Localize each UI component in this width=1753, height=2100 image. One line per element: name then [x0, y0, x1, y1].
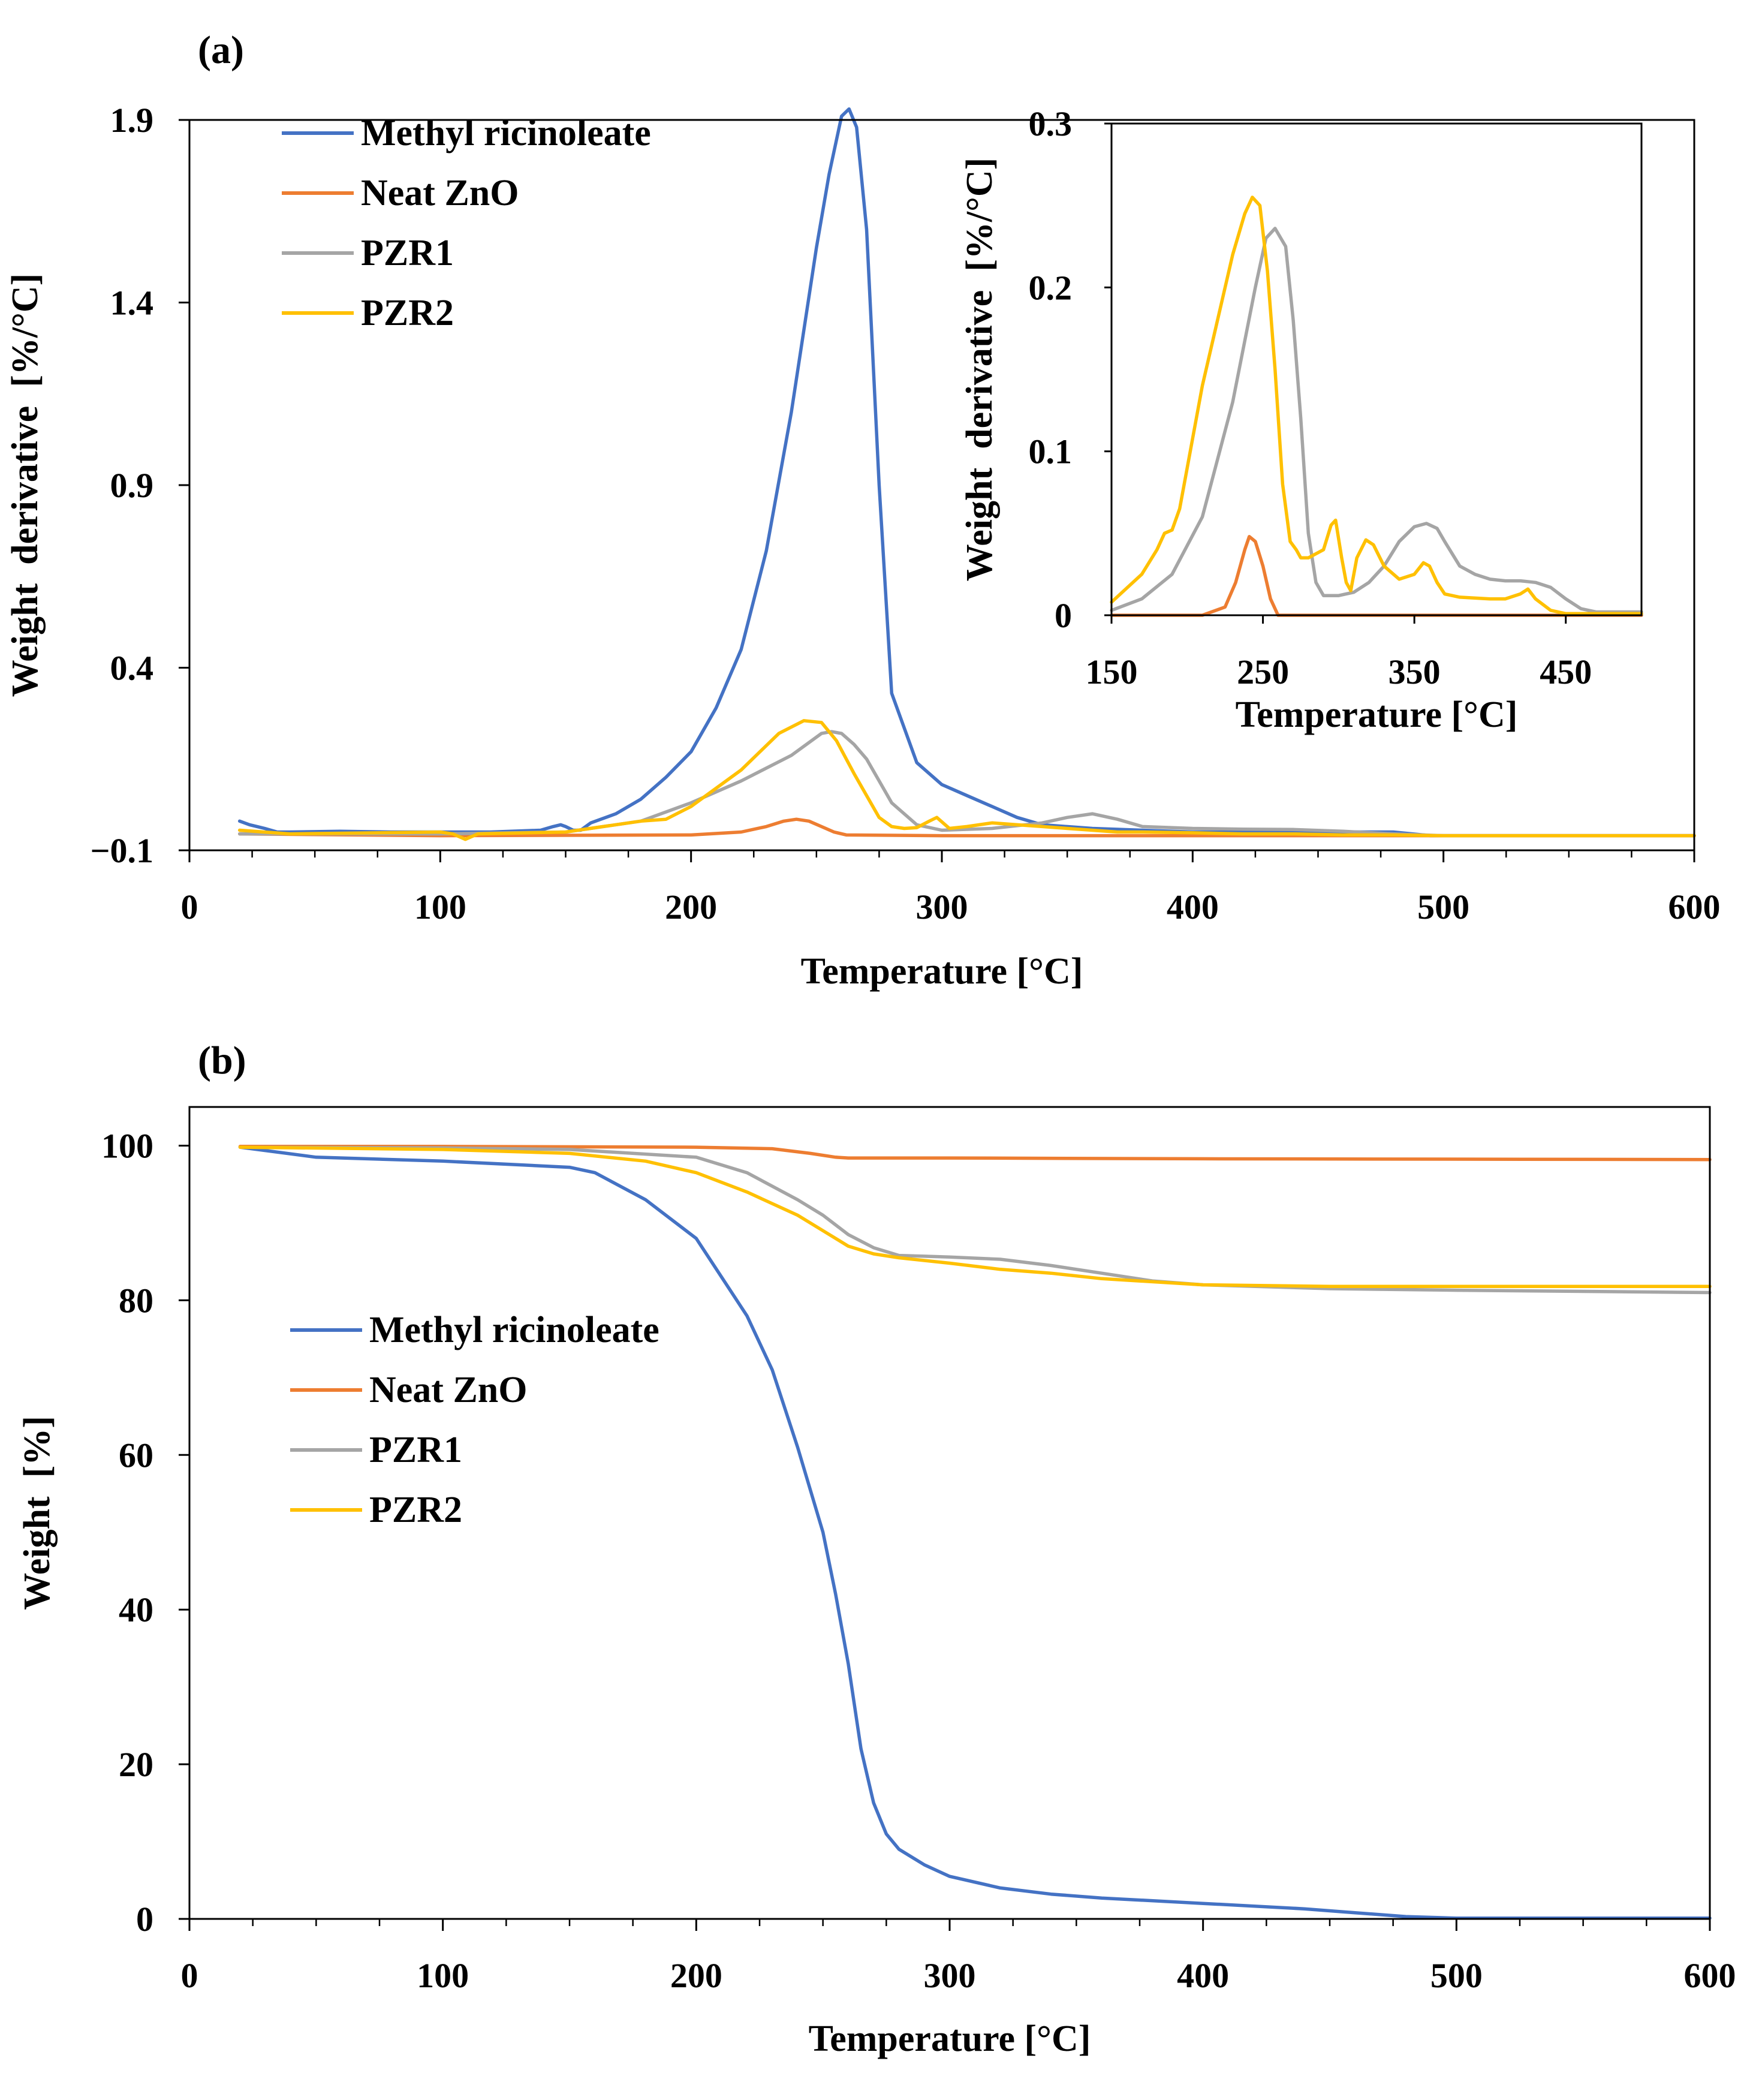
- panel-b-series-pzr2: [238, 1145, 1712, 1288]
- legend-label: PZR2: [361, 293, 454, 333]
- panel-b-x-tick-label: 100: [417, 1956, 469, 1995]
- panel-a-x-tick-label: 0: [181, 887, 198, 926]
- legend-label: Methyl ricinoleate: [361, 113, 651, 154]
- panel-a-y-tick-label: 1.9: [110, 101, 154, 140]
- panel-b-x-tick-label: 200: [670, 1956, 722, 1995]
- panel-b-y-tick-label: 40: [119, 1590, 153, 1629]
- legend-label: Neat ZnO: [361, 173, 519, 213]
- legend-label: Neat ZnO: [369, 1370, 528, 1410]
- panel-a-label: (a): [198, 28, 244, 72]
- legend-label: PZR2: [369, 1490, 462, 1530]
- panel-a-y-tick-label: 0.9: [110, 466, 154, 505]
- panel-b-x-tick-label: 400: [1177, 1956, 1229, 1995]
- panel-b-x-axis-title: Temperature [°C]: [809, 2018, 1091, 2059]
- panel-b-series-pzr1: [238, 1145, 1712, 1295]
- panel-a-y-tick-label: 0.4: [110, 649, 154, 688]
- inset-y-tick-label: 0.1: [1029, 432, 1073, 471]
- legend-label: PZR1: [361, 233, 454, 273]
- panel-a-chart: 0 100 200 300 400 500 600 −0.1 0.4 0.9 1.4 1.9 Tempe…: [5, 28, 1721, 992]
- inset-chart: 150 250 350 450 0 0.1 0.2 0.3 Temperature [°C] We…: [959, 104, 1643, 735]
- panel-b-x-tick-label: 600: [1684, 1956, 1736, 1995]
- panel-b-y-axis-title: Weight [%]: [17, 1416, 58, 1610]
- panel-b-series-neat-zno: [238, 1145, 1712, 1162]
- inset-plot-frame: [1110, 122, 1643, 616]
- inset-x-tick-label: 150: [1086, 652, 1138, 691]
- panel-a-x-tick-label: 100: [414, 887, 466, 926]
- inset-y-tick-label: 0.2: [1029, 268, 1073, 307]
- inset-x-tick-label: 250: [1237, 652, 1289, 691]
- panel-b-y-tick-label: 20: [119, 1745, 153, 1784]
- panel-a-x-tick-label: 600: [1668, 887, 1721, 926]
- panel-b-y-tick-label: 100: [101, 1126, 153, 1165]
- legend-label: Methyl ricinoleate: [369, 1310, 659, 1350]
- panel-b-y-tick-label: 80: [119, 1281, 153, 1320]
- panel-b-label: (b): [198, 1039, 246, 1082]
- panel-a-series-pzr2: [237, 719, 1696, 841]
- panel-b-x-tick-label: 0: [181, 1956, 198, 1995]
- panel-a-series-pzr1: [237, 730, 1696, 838]
- inset-x-tick-label: 450: [1540, 652, 1592, 691]
- panel-a-x-tick-label: 500: [1417, 887, 1469, 926]
- panel-a-x-axis-title: Temperature [°C]: [801, 951, 1083, 992]
- panel-b-legend: Methyl ricinoleate Neat ZnO PZR1 PZR2: [290, 1310, 659, 1530]
- inset-y-tick-label: 0: [1055, 596, 1072, 635]
- panel-a-x-tick-label: 400: [1167, 887, 1219, 926]
- panel-b-series-methyl-ricinoleate: [238, 1145, 1712, 1920]
- panel-b-y-tick-label: 60: [119, 1436, 153, 1475]
- inset-y-axis-title: Weight derivative [%/°C]: [959, 158, 1000, 582]
- inset-x-tick-label: 350: [1388, 652, 1441, 691]
- inset-x-axis-title: Temperature [°C]: [1236, 694, 1518, 735]
- panel-b-x-tick-label: 300: [924, 1956, 976, 1995]
- panel-a-y-axis-title: Weight derivative [%/°C]: [5, 273, 46, 697]
- panel-a-x-tick-label: 200: [665, 887, 717, 926]
- inset-background: [1112, 124, 1641, 615]
- panel-b-y-tick-label: 0: [136, 1900, 153, 1939]
- inset-series-pzr2: [1110, 195, 1643, 616]
- panel-a-x-tick-label: 300: [916, 887, 968, 926]
- panel-a-y-tick-label: 1.4: [110, 284, 154, 323]
- panel-b-x-tick-label: 500: [1430, 1956, 1483, 1995]
- legend-label: PZR1: [369, 1430, 462, 1470]
- inset-series-neat-zno: [1110, 535, 1643, 617]
- panel-a-y-tick-label: −0.1: [90, 831, 153, 870]
- panel-a-series-neat-zno: [237, 817, 1696, 838]
- panel-a-legend: Methyl ricinoleate Neat ZnO PZR1 PZR2: [282, 113, 651, 333]
- panel-b-chart: 0 100 200 300 400 500 600 0 20 40 60 80 100 Temperatu…: [17, 1039, 1736, 2059]
- inset-y-tick-label: 0.3: [1029, 104, 1073, 143]
